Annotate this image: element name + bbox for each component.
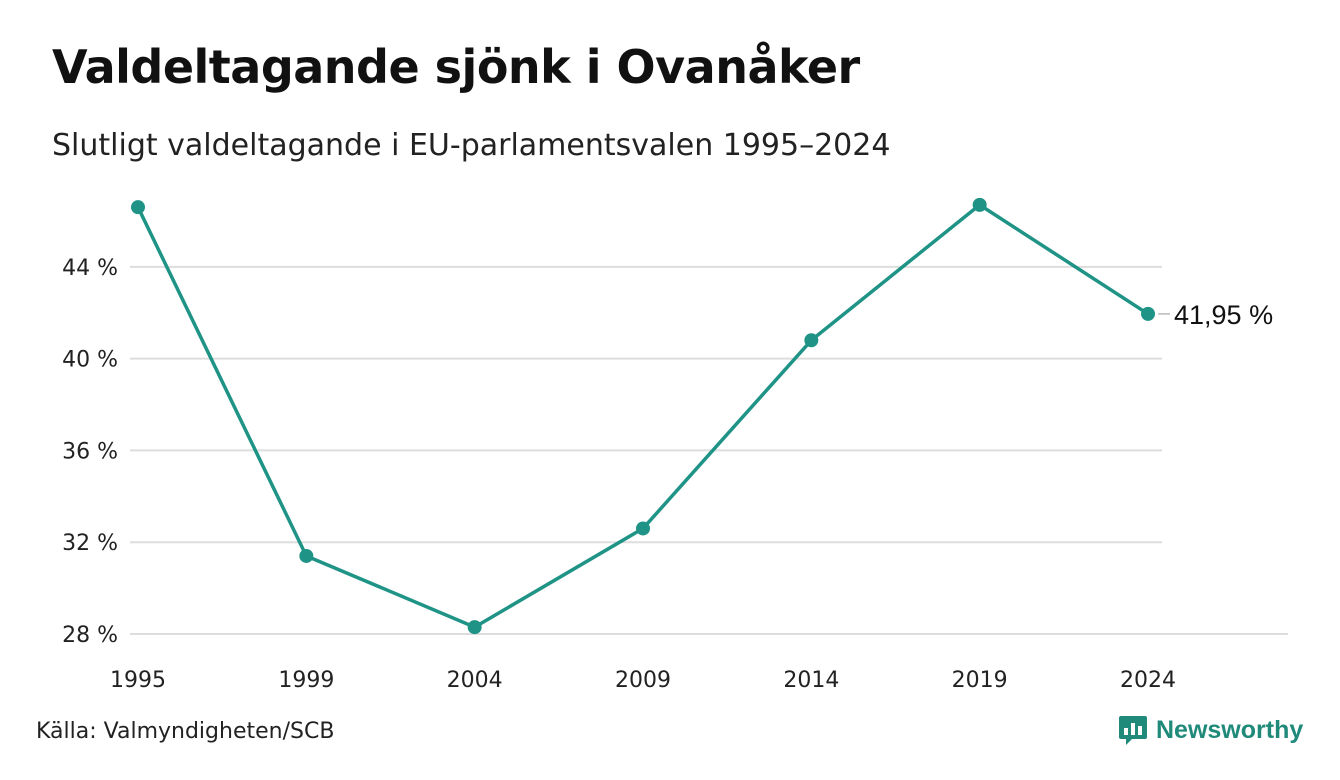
data-point-2014 xyxy=(804,333,819,348)
data-point-2024 xyxy=(1141,306,1155,321)
x-axis-tick-labels: 1995 1999 2004 2009 2014 2019 2024 xyxy=(110,668,1176,693)
y-tick-label-40: 40 % xyxy=(62,348,118,373)
x-tick-label-2004: 2004 xyxy=(447,668,503,693)
data-point-2004 xyxy=(467,620,482,635)
gridlines xyxy=(130,265,1288,635)
x-tick-label-1995: 1995 xyxy=(110,668,166,693)
x-tick-label-2019: 2019 xyxy=(952,668,1008,693)
end-value-label: 41,95 % xyxy=(1174,300,1273,330)
newsworthy-chart-bubble-icon xyxy=(1119,716,1147,745)
brand-name: Newsworthy xyxy=(1156,715,1304,744)
x-tick-label-2014: 2014 xyxy=(783,668,839,693)
y-axis-tick-labels: 28 % 32 % 36 % 40 % 44 % xyxy=(62,256,118,648)
chart-subtitle: Slutligt valdeltagande i EU-parlamentsva… xyxy=(52,128,891,163)
y-tick-label-28: 28 % xyxy=(62,623,118,648)
line-chart: 28 % 32 % 36 % 40 % 44 % 1995 1999 2004 2009 201… xyxy=(62,197,1288,693)
x-tick-label-2009: 2009 xyxy=(615,668,671,693)
data-point-1999 xyxy=(299,548,314,563)
y-tick-label-44: 44 % xyxy=(62,256,118,281)
end-label-layer: 41,95 % xyxy=(1158,300,1273,330)
data-point-2019 xyxy=(972,197,987,212)
brand-logo: Newsworthy xyxy=(1118,714,1303,746)
y-tick-label-32: 32 % xyxy=(62,531,118,556)
source-note: Källa: Valmyndigheten/SCB xyxy=(36,719,335,744)
data-points xyxy=(131,197,1155,635)
x-tick-label-2024: 2024 xyxy=(1120,668,1176,693)
data-point-2009 xyxy=(636,521,650,536)
series-line xyxy=(136,203,1150,629)
chart-title: Valdeltagande sjönk i Ovanåker xyxy=(52,40,860,94)
x-tick-label-1999: 1999 xyxy=(278,668,334,693)
series-line-layer xyxy=(136,203,1150,629)
data-point-1995 xyxy=(131,200,145,215)
y-tick-label-36: 36 % xyxy=(62,439,118,464)
